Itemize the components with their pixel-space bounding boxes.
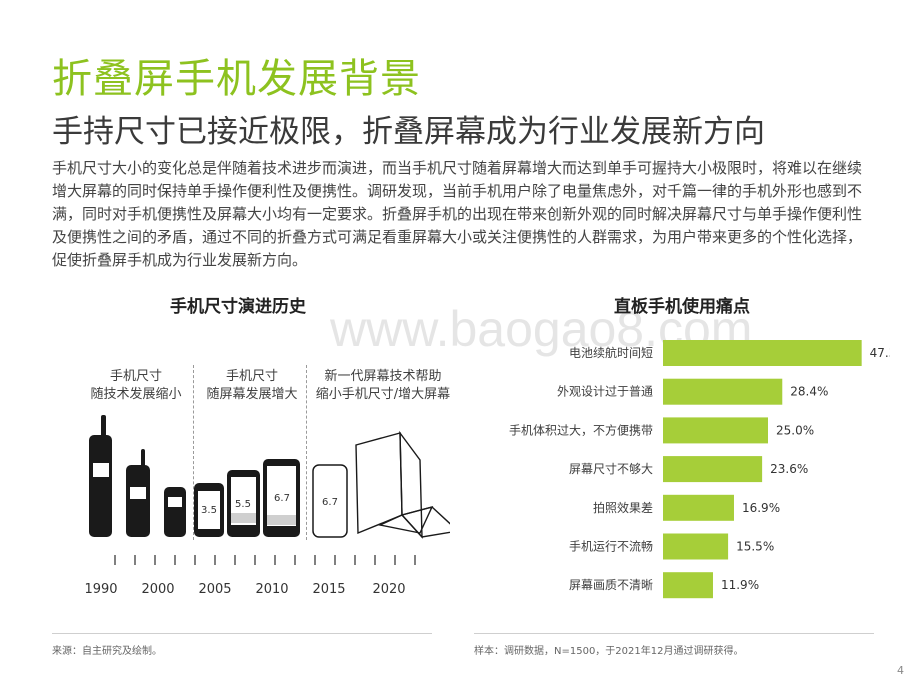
pain-points-chart-title: 直板手机使用痛点 xyxy=(614,297,750,317)
footer-rule xyxy=(52,633,432,634)
source-note: 来源：自主研究及绘制。 xyxy=(52,646,162,657)
category-label: 手机体积过大，不方便携带 xyxy=(509,422,653,437)
pain-points-bar-chart: 电池续航时间短 47.3% 外观设计过于普通 28.4% 手机体积过大，不方便携带 25.… xyxy=(509,340,890,599)
value-label: 28.4% xyxy=(790,385,828,399)
phone-evolution-illustration: 3.5 5.5 6.7 6.7 1990 2000 2005 2010 2015 2020 xyxy=(84,415,450,597)
era-label-grow: 手机尺寸 随屏幕发展增大 xyxy=(200,368,304,404)
era-divider xyxy=(306,365,307,540)
timeline-ticks xyxy=(114,555,416,565)
value-label: 23.6% xyxy=(770,462,808,476)
category-label: 拍照效果差 xyxy=(593,500,653,515)
era-label-shrink: 手机尺寸 随技术发展缩小 xyxy=(84,368,188,404)
timeline-years: 1990 2000 2005 2010 2015 2020 xyxy=(84,582,405,597)
page-subtitle: 手持尺寸已接近极限，折叠屏幕成为行业发展新方向 xyxy=(52,114,765,150)
brick-phone-icon xyxy=(89,415,112,537)
era-label-line: 新一代屏幕技术帮助 xyxy=(324,369,442,384)
era-label-line: 缩小手机尺寸/增大屏幕 xyxy=(315,387,451,402)
bar xyxy=(663,533,729,560)
value-label: 25.0% xyxy=(776,423,814,437)
smartphone-6-7-icon xyxy=(263,459,300,537)
category-label: 电池续航时间短 xyxy=(569,345,653,360)
smartphone-5-5-icon xyxy=(227,470,260,537)
category-label: 外观设计过于普通 xyxy=(557,385,653,399)
year-label: 2015 xyxy=(312,582,345,597)
bar-phone-icon xyxy=(126,449,150,537)
year-label: 1990 xyxy=(84,582,117,597)
sample-note: 样本：调研数据，N=1500，于2021年12月通过调研获得。 xyxy=(474,646,744,657)
bar xyxy=(663,572,713,599)
era-label-line: 随屏幕发展增大 xyxy=(206,387,298,402)
bar xyxy=(663,494,734,521)
year-label: 2020 xyxy=(372,582,405,597)
bar xyxy=(663,456,763,483)
category-label: 屏幕尺寸不够大 xyxy=(569,462,653,476)
screen-size-label: 6.7 xyxy=(322,497,338,508)
era-label-new-screen-tech: 新一代屏幕技术帮助 缩小手机尺寸/增大屏幕 xyxy=(308,368,458,404)
year-label: 2010 xyxy=(255,582,288,597)
foldable-phone-open-icon xyxy=(355,430,450,539)
era-label-line: 手机尺寸 xyxy=(109,369,162,384)
year-label: 2005 xyxy=(198,582,231,597)
page-number: 4 xyxy=(897,664,904,677)
intro-paragraph: 手机尺寸大小的变化总是伴随着技术进步而演进，而当手机尺寸随着屏幕增大而达到单手可… xyxy=(52,159,863,269)
category-label: 屏幕画质不清晰 xyxy=(569,578,653,592)
era-label-line: 手机尺寸 xyxy=(225,369,278,384)
screen-size-label: 5.5 xyxy=(235,499,251,510)
foldable-phone-closed-icon xyxy=(312,464,348,538)
category-label: 手机运行不流畅 xyxy=(569,540,653,554)
value-label: 16.9% xyxy=(742,501,780,515)
bar xyxy=(663,378,783,405)
era-divider xyxy=(193,365,194,540)
year-label: 2000 xyxy=(141,582,174,597)
mini-phone-icon xyxy=(164,487,186,537)
phone-size-history-title: 手机尺寸演进历史 xyxy=(170,297,306,317)
bar xyxy=(663,340,862,366)
smartphone-3-5-icon xyxy=(194,483,224,537)
screen-size-label: 3.5 xyxy=(201,505,217,516)
footer-rule xyxy=(474,633,874,634)
era-label-line: 随技术发展缩小 xyxy=(90,387,182,402)
page-title: 折叠屏手机发展背景 xyxy=(52,56,421,102)
value-label: 11.9% xyxy=(721,578,759,592)
bar xyxy=(663,417,768,444)
value-label: 47.3% xyxy=(870,346,890,360)
value-label: 15.5% xyxy=(736,540,774,554)
screen-size-label: 6.7 xyxy=(274,493,290,504)
